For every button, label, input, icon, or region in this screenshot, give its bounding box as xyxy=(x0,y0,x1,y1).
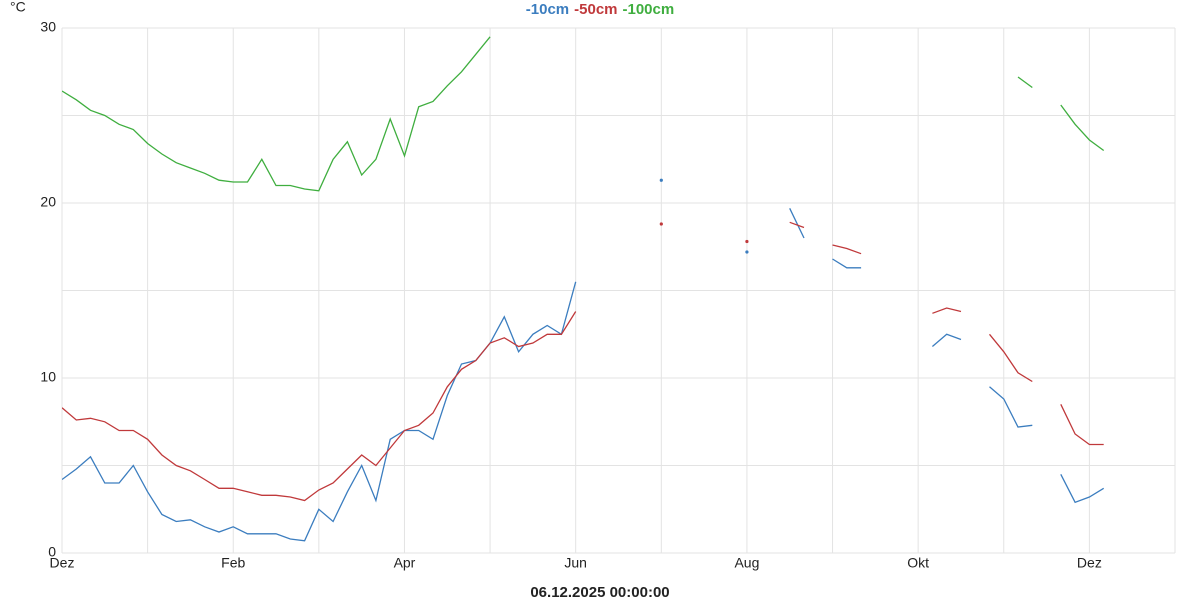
series-line xyxy=(1017,76,1033,89)
x-tick-label: Okt xyxy=(907,555,929,571)
series-line xyxy=(931,333,962,347)
x-tick-label: Aug xyxy=(734,555,759,571)
legend-entry: -100cm xyxy=(623,1,675,18)
series-line xyxy=(62,311,577,502)
y-tick-label: 10 xyxy=(40,369,56,385)
series-line xyxy=(1060,104,1105,152)
legend-entry: -50cm xyxy=(574,1,617,18)
y-axis-unit: °C xyxy=(10,0,26,15)
x-tick-label: Apr xyxy=(394,555,416,571)
x-tick-label: Dez xyxy=(50,555,75,571)
series-line xyxy=(1060,404,1104,446)
series-line xyxy=(789,208,805,239)
y-tick-label: 0 xyxy=(48,544,56,560)
series-line xyxy=(832,258,862,269)
legend-entry: -10cm xyxy=(526,1,569,18)
data-point xyxy=(659,178,663,182)
data-point xyxy=(745,250,749,254)
y-tick-label: 20 xyxy=(40,194,56,210)
series-line xyxy=(789,221,805,229)
series-line xyxy=(988,333,1033,383)
data-point xyxy=(659,222,663,226)
x-tick-label: Feb xyxy=(221,555,245,571)
series-line xyxy=(832,244,862,255)
x-axis-label: 06.12.2025 00:00:00 xyxy=(530,584,669,600)
data-point xyxy=(745,239,749,244)
series-line xyxy=(62,36,491,192)
x-tick-label: Jun xyxy=(564,555,587,571)
x-tick-label: Dez xyxy=(1077,555,1102,571)
series-line xyxy=(1060,474,1105,504)
y-tick-label: 30 xyxy=(40,19,56,35)
series-line xyxy=(989,386,1033,428)
series-line xyxy=(932,307,962,314)
